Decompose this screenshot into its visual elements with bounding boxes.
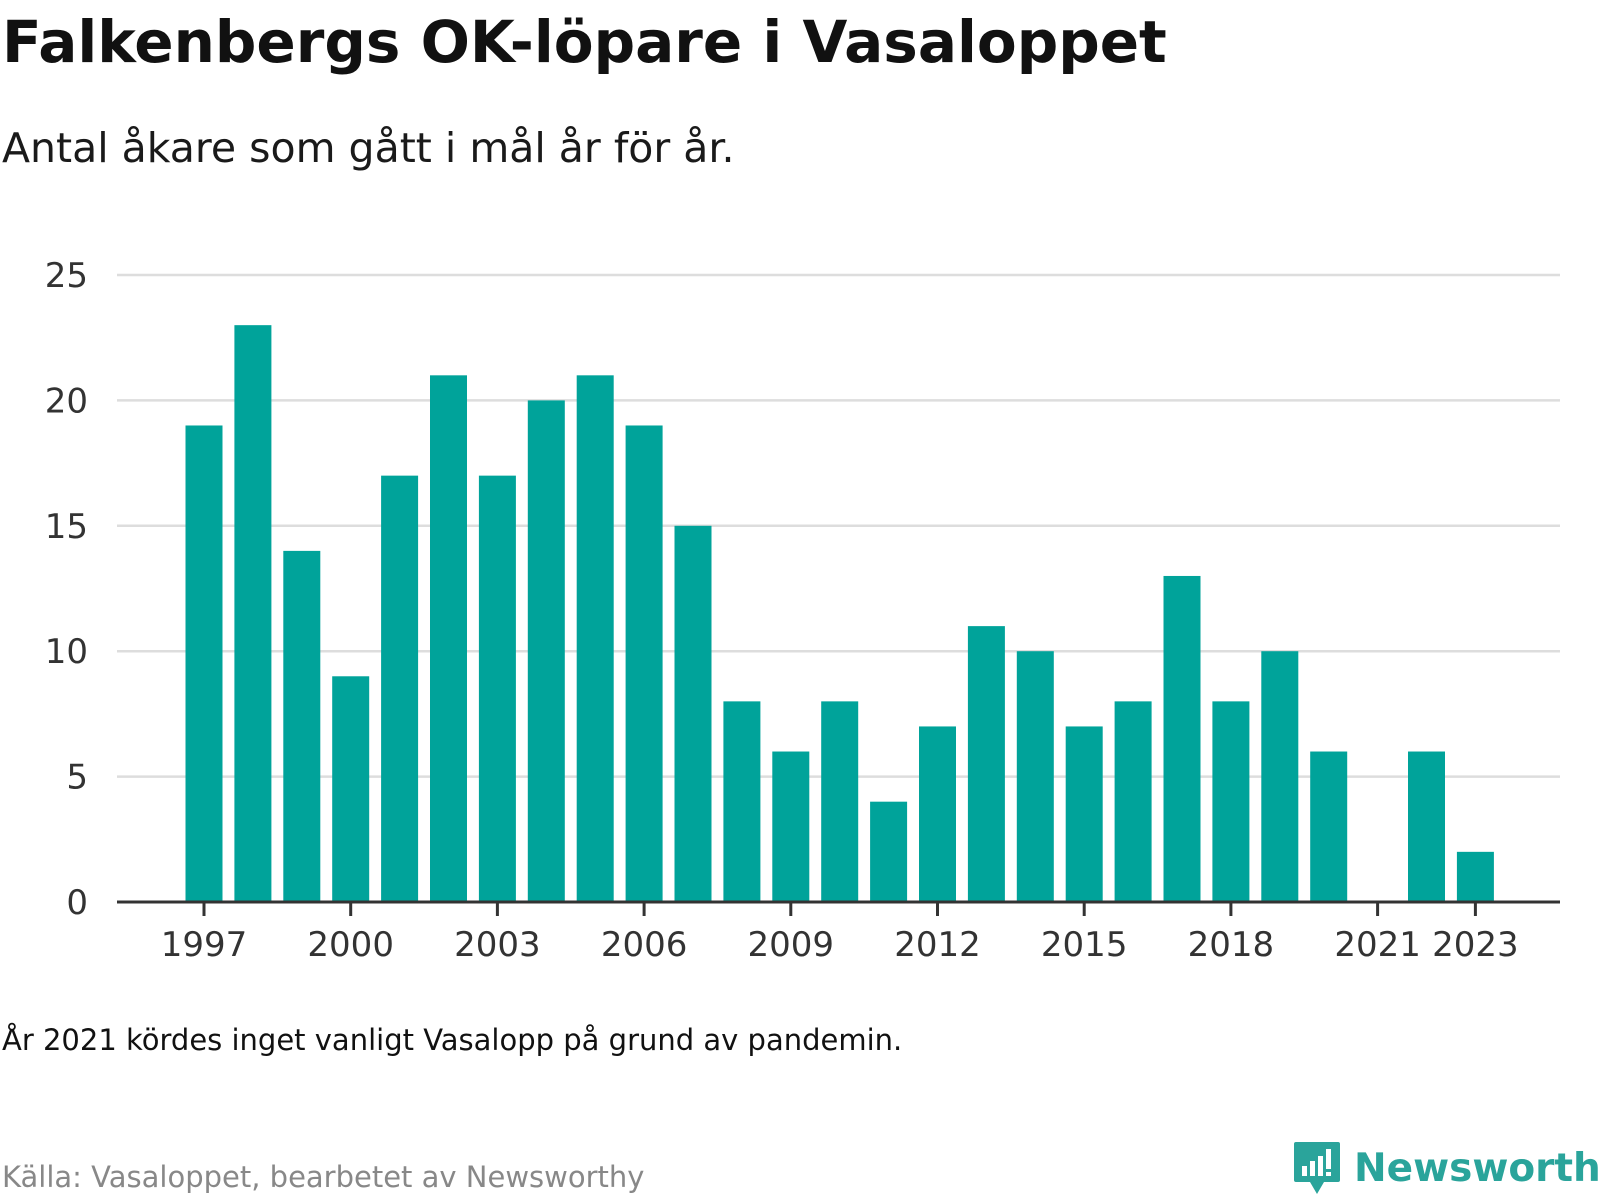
x-tick-label: 2006 <box>601 925 688 965</box>
axes <box>117 900 1560 916</box>
y-tick-label: 20 <box>45 381 88 421</box>
bar-2017 <box>1163 575 1201 902</box>
bar-2007 <box>674 525 712 902</box>
bar-2018 <box>1212 701 1250 902</box>
brand-name: Newsworthy <box>1354 1145 1600 1191</box>
bar-2008 <box>723 701 761 902</box>
bar-2006 <box>625 425 663 902</box>
x-tick-label: 1997 <box>161 925 248 965</box>
x-tick-label: 2009 <box>748 925 835 965</box>
footnote: År 2021 kördes inget vanligt Vasalopp på… <box>2 1023 903 1057</box>
bar-2012 <box>919 726 956 902</box>
bar-2020 <box>1310 751 1348 902</box>
bar-2015 <box>1065 726 1103 902</box>
x-tick-label: 2000 <box>307 925 394 965</box>
source-credit: Källa: Vasaloppet, bearbetet av Newswort… <box>2 1160 645 1194</box>
bar-1999 <box>283 550 321 902</box>
x-tick-label: 2015 <box>1041 925 1128 965</box>
bar-2011 <box>870 801 908 902</box>
x-tick-label: 2003 <box>454 925 541 965</box>
bar-2001 <box>381 475 419 902</box>
bar-2003 <box>478 475 516 902</box>
y-tick-label: 15 <box>45 507 88 547</box>
bar-2004 <box>527 400 565 902</box>
y-tick-label: 5 <box>66 758 88 798</box>
bar-2019 <box>1261 651 1299 902</box>
tick-labels: 0 5 10 15 20 25 1997 2000 2003 2006 2009 2012 2015 20… <box>45 256 1519 965</box>
bar-2023 <box>1456 851 1494 902</box>
bar-2013 <box>967 626 1005 902</box>
bar-1998 <box>234 325 272 902</box>
newsworthy-logo: Newsworthy <box>1292 1140 1600 1196</box>
x-tick-label: 2012 <box>894 925 981 965</box>
bar-2014 <box>1016 651 1054 902</box>
y-tick-label: 25 <box>45 256 88 296</box>
bar-2005 <box>576 375 614 902</box>
bar-2022 <box>1408 751 1445 902</box>
bar-chart: 0 5 10 15 20 25 1997 2000 2003 2006 2009 2012 2015 20… <box>45 256 1560 965</box>
chart-subtitle: Antal åkare som gått i mål år för år. <box>2 124 735 172</box>
chart-title: Falkenbergs OK-löpare i Vasaloppet <box>2 8 1167 76</box>
bar-2009 <box>772 751 810 902</box>
y-tick-label: 10 <box>45 632 88 672</box>
bar-1997 <box>185 425 223 902</box>
bar-2016 <box>1114 701 1152 902</box>
bar-2000 <box>332 676 370 902</box>
x-tick-label: 2018 <box>1188 925 1275 965</box>
x-tick-label: 2023 <box>1432 925 1519 965</box>
newsworthy-bar-chart-speech-bubble-icon <box>1294 1142 1340 1194</box>
bar-2010 <box>821 701 859 902</box>
bar-2002 <box>430 375 467 902</box>
x-tick-label: 2021 <box>1334 925 1421 965</box>
y-tick-label: 0 <box>66 883 88 923</box>
bars <box>185 325 1494 902</box>
